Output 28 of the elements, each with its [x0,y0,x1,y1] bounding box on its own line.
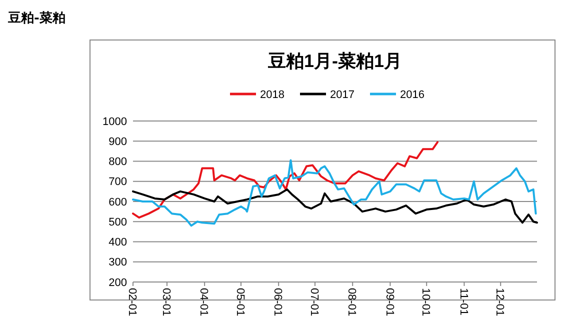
line-series [132,141,439,219]
line-series [132,159,537,227]
y-tick-label: 1000 [102,116,127,128]
x-tick-label: 09-01 [383,288,396,316]
y-tick-label: 300 [108,256,127,269]
y-tick-label: 900 [108,136,127,148]
line-series [132,188,538,224]
x-tick-label: 02-01 [126,288,138,316]
legend-label: 2016 [400,88,424,101]
y-tick-label: 400 [108,236,127,249]
y-tick-label: 700 [108,176,127,188]
x-tick-label: 03-01 [160,288,172,316]
x-tick-label: 11-01 [457,288,470,316]
x-tick-label: 08-01 [346,288,358,316]
legend-label: 2018 [260,88,284,101]
y-tick-label: 500 [108,216,127,228]
chart-title: 豆粕1月-菜粕1月 [266,51,402,71]
x-tick-label: 07-01 [308,288,320,316]
x-tick-label: 06-01 [272,288,284,316]
y-tick-label: 800 [108,156,127,168]
y-tick-label: 600 [108,196,127,208]
text: 豆粕-菜粕 [7,11,66,26]
x-tick-label: 10-01 [420,288,432,316]
y-tick-label: 200 [108,276,127,289]
x-tick-label: 05-01 [234,288,246,316]
legend-label: 2017 [330,88,354,101]
x-tick-label: 12-01 [494,288,506,316]
x-tick-label: 04-01 [198,288,210,316]
